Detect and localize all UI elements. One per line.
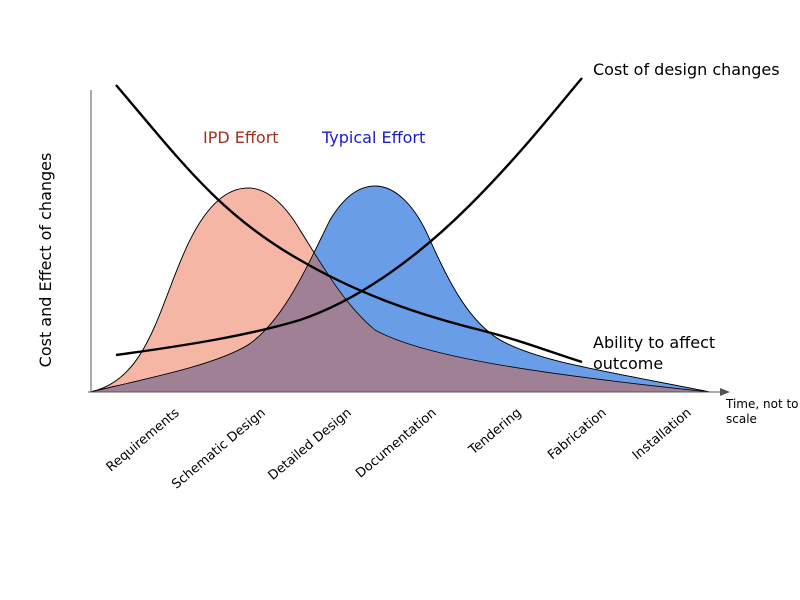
phase-label-documentation: Documentation <box>353 406 439 482</box>
phase-label-requirements: Requirements <box>104 405 183 475</box>
typical-effort-label: Typical Effort <box>321 128 425 147</box>
ability-to-affect-outcome-curve <box>115 84 583 364</box>
ability-to-affect-label-line1: Ability to affect <box>593 333 715 352</box>
phase-label-detailed-design: Detailed Design <box>266 406 355 484</box>
x-axis-label-line2: scale <box>726 412 757 426</box>
y-axis-label: Cost and Effect of changes <box>36 153 55 368</box>
cost-of-design-changes-label: Cost of design changes <box>593 60 780 79</box>
ipd-effort-label: IPD Effort <box>203 128 279 147</box>
x-axis-label-line1: Time, not to <box>725 397 799 411</box>
phase-label-installation: Installation <box>630 406 695 464</box>
phase-label-fabrication: Fabrication <box>545 406 609 463</box>
ability-to-affect-label-line2: outcome <box>593 354 663 373</box>
phase-label-tendering: Tendering <box>465 406 524 459</box>
cost-of-design-changes-curve <box>115 77 583 357</box>
phase-label-schematic-design: Schematic Design <box>169 406 268 493</box>
x-axis-arrow-icon <box>720 388 730 396</box>
